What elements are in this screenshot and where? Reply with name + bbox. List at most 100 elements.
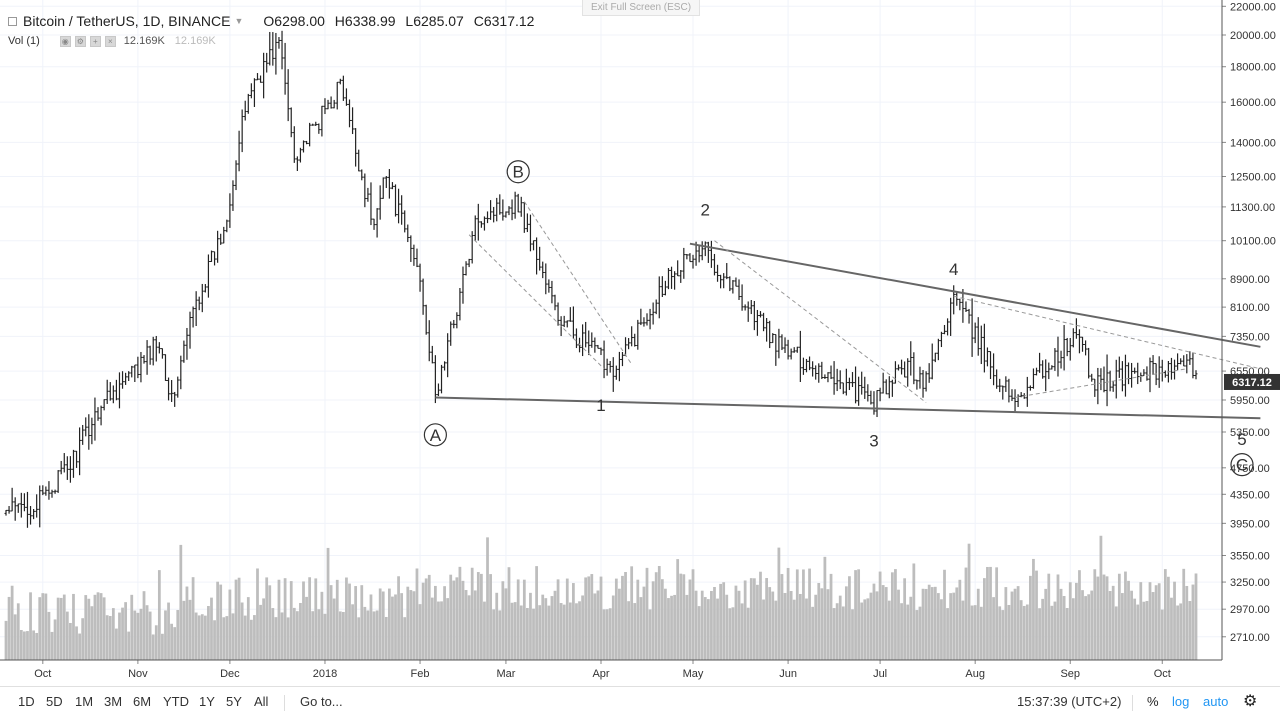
collapse-icon[interactable] — [8, 16, 17, 26]
ohlc-bar — [142, 355, 146, 364]
range-6m-button[interactable]: 6M — [133, 694, 152, 709]
ohlc-bar — [903, 361, 907, 378]
ohlc-bar — [246, 93, 250, 114]
ohlc-bar — [1182, 355, 1186, 367]
volume-bar — [354, 586, 358, 660]
volume-bar — [1127, 580, 1130, 660]
wave-label-4: 4 — [949, 260, 958, 279]
volume-bar — [811, 606, 815, 660]
ohlc-bar — [96, 407, 100, 421]
ohlc-bar — [387, 169, 391, 199]
volume-bar — [19, 629, 23, 660]
volume-bar — [259, 604, 262, 660]
ohlc-bar — [443, 361, 447, 371]
ohlc-bar — [222, 226, 226, 244]
volume-bar — [194, 612, 198, 660]
percent-scale-toggle[interactable]: % — [1147, 694, 1159, 709]
volume-bar — [170, 623, 173, 660]
volume-bar — [667, 598, 670, 660]
ohlc-bar — [1123, 354, 1127, 397]
ohlc-bar — [179, 355, 183, 390]
ohlc-bar — [752, 300, 756, 331]
ohlc-bar — [639, 308, 643, 326]
y-tick-label: 8100.00 — [1230, 302, 1270, 314]
ohlc-bar — [366, 187, 370, 202]
wave-label-circle — [1230, 453, 1254, 477]
ohlc-bar — [53, 489, 57, 494]
ohlc-bar — [357, 149, 361, 172]
ohlc-bar — [295, 156, 299, 172]
x-tick-label: Aug — [965, 668, 985, 680]
auto-scale-toggle[interactable]: auto — [1203, 694, 1229, 709]
volume-bar — [1185, 585, 1189, 660]
gear-icon[interactable]: ⚙ — [1243, 693, 1258, 710]
volume-bar — [427, 574, 431, 660]
volume-bar — [614, 578, 618, 660]
volume-bar — [308, 577, 312, 660]
ohlc-bar — [762, 312, 766, 332]
clock-timezone[interactable]: 15:37:39 (UTC+2) — [1017, 694, 1122, 709]
range-1m-button[interactable]: 1M — [75, 694, 94, 709]
volume-indicator-label: Vol (1) — [8, 35, 40, 47]
volume-bar — [1139, 582, 1143, 660]
ohlc-bar — [188, 311, 192, 349]
goto-date-button[interactable]: Go to... — [300, 694, 343, 709]
volume-bar — [489, 574, 492, 660]
volume-bar — [737, 590, 741, 660]
axes: 22000.00 20000.00 18000.00 16000.00 14000.00… — [0, 0, 1280, 680]
ohlc-bar — [550, 280, 554, 304]
close-icon[interactable]: × — [104, 35, 116, 47]
price-chart[interactable]: A B 1 2 3 4 5 C 22000.00 20000.00 18000.00 16000.0… — [0, 0, 1280, 686]
volume-bar — [676, 559, 680, 660]
volume-bar — [452, 580, 456, 660]
add-icon[interactable]: + — [89, 35, 101, 47]
ohlc-bar — [946, 318, 950, 336]
volume-bar — [1130, 590, 1133, 660]
volume-bar — [372, 611, 376, 660]
ohlc-bar — [648, 308, 652, 330]
ohlc-bar — [795, 346, 799, 353]
volume-bar — [1084, 596, 1087, 660]
ohlc-bar — [1096, 367, 1100, 405]
chevron-down-icon[interactable]: ▼ — [234, 16, 244, 26]
eye-icon[interactable]: ◉ — [59, 35, 71, 47]
price-bars — [4, 30, 1198, 528]
log-scale-toggle[interactable]: log — [1172, 694, 1190, 709]
ohlc-bar — [682, 247, 686, 279]
ohlc-bar — [1031, 368, 1035, 389]
ohlc-bar — [660, 276, 664, 297]
range-all-button[interactable]: All — [254, 694, 269, 709]
ohlc-bar — [909, 341, 913, 376]
ohlc-bar — [369, 182, 373, 226]
ohlc-bar — [87, 414, 91, 450]
range-3m-button[interactable]: 3M — [104, 694, 123, 709]
ohlc-bar — [157, 342, 161, 354]
volume-bar — [1050, 605, 1054, 660]
range-1d-button[interactable]: 1D — [18, 694, 35, 709]
ohlc-bar — [19, 492, 23, 518]
range-1y-button[interactable]: 1Y — [199, 694, 215, 709]
ohlc-bar — [16, 503, 20, 513]
ohlc-bar — [964, 301, 968, 313]
volume-bar — [572, 583, 575, 660]
volume-bar — [78, 633, 81, 660]
exit-fullscreen-button[interactable]: Exit Full Screen (ESC) — [582, 0, 701, 16]
high-label: H — [334, 13, 345, 29]
range-5d-button[interactable]: 5D — [46, 694, 63, 709]
volume-bar — [952, 592, 956, 660]
volume-bar — [611, 595, 615, 660]
volume-bar — [513, 602, 517, 660]
volume-bar — [875, 591, 879, 660]
volume-bar — [360, 585, 364, 660]
volume-bar — [1188, 601, 1192, 660]
volume-bar — [685, 594, 689, 660]
volume-bar — [1124, 571, 1127, 660]
range-5y-button[interactable]: 5Y — [226, 694, 242, 709]
volume-bar — [575, 603, 578, 660]
settings-small-icon[interactable]: ⚙ — [74, 35, 86, 47]
trendline-dashed — [468, 234, 605, 370]
range-ytd-button[interactable]: YTD — [163, 694, 189, 709]
ohlc-bar — [335, 81, 339, 110]
trendline-dashed — [714, 240, 927, 403]
volume-bar — [1004, 587, 1008, 660]
